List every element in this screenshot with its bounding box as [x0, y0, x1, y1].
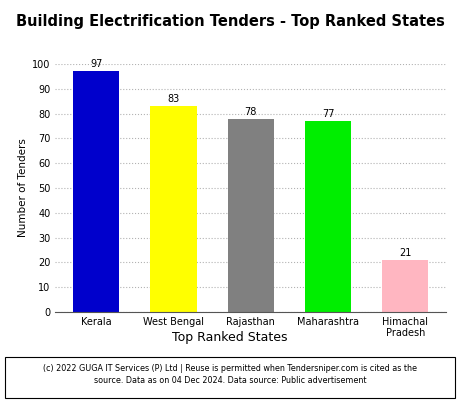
Text: 78: 78: [244, 106, 256, 116]
Text: 97: 97: [90, 60, 102, 70]
Bar: [73, 72, 119, 312]
Text: Building Electrification Tenders - Top Ranked States: Building Electrification Tenders - Top R…: [16, 14, 443, 29]
Bar: [381, 260, 427, 312]
Text: 83: 83: [167, 94, 179, 104]
Bar: [304, 121, 350, 312]
Bar: [227, 118, 273, 312]
Text: Top Ranked States: Top Ranked States: [172, 332, 287, 344]
Bar: [5, 357, 454, 398]
Text: 77: 77: [321, 109, 334, 119]
Text: 21: 21: [398, 248, 410, 258]
Text: (c) 2022 GUGA IT Services (P) Ltd | Reuse is permitted when Tendersniper.com is : (c) 2022 GUGA IT Services (P) Ltd | Reus…: [43, 364, 416, 385]
Y-axis label: Number of Tenders: Number of Tenders: [18, 138, 28, 238]
Bar: [150, 106, 196, 312]
